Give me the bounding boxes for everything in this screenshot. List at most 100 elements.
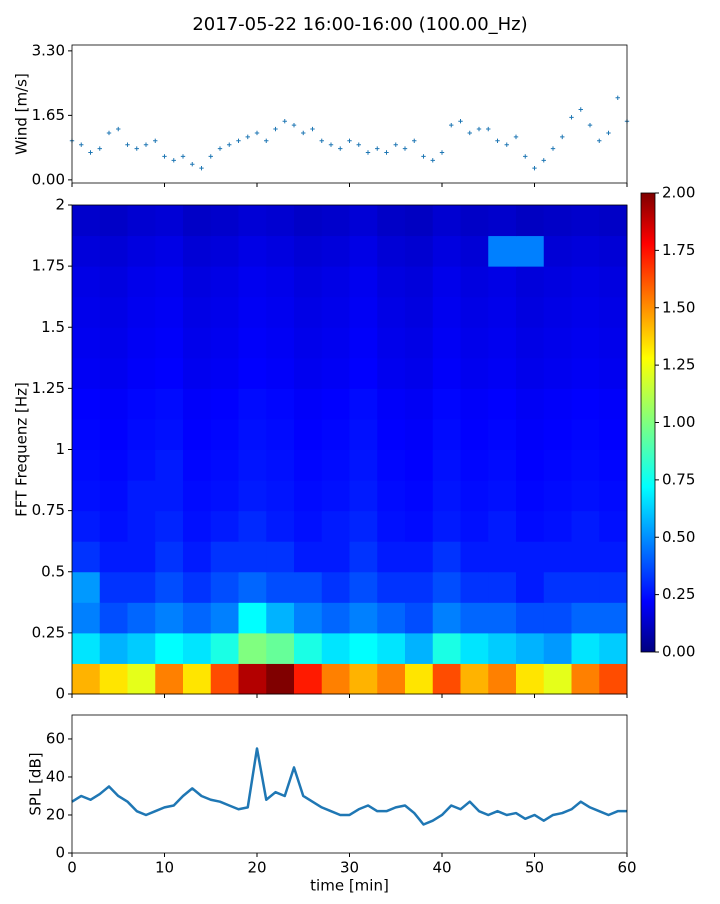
- spectrogram-cell: [488, 541, 517, 573]
- spectrogram-cell: [127, 541, 156, 573]
- spectrogram-cell: [99, 235, 128, 267]
- wind-point: [143, 142, 149, 147]
- wind-point: [310, 126, 315, 132]
- spectrogram-cell: [543, 266, 572, 298]
- spectrogram-cell: [294, 266, 323, 298]
- spectrogram-cell: [321, 449, 350, 481]
- spectrogram-cell: [210, 418, 239, 450]
- wind-point: [587, 122, 593, 128]
- spectrogram-cell: [349, 510, 378, 542]
- spectrogram-cell: [432, 357, 461, 389]
- spectrogram-cell: [155, 480, 184, 512]
- spectrogram-cell: [460, 327, 489, 359]
- spectrogram-cell: [321, 541, 350, 573]
- x-tick-label: 50: [525, 859, 544, 877]
- spectrogram-cell: [460, 510, 489, 542]
- spectrogram-cell: [488, 480, 517, 512]
- spectrogram-cell: [72, 571, 101, 603]
- spectrogram-cell: [543, 296, 572, 328]
- spectrogram-cell: [516, 480, 545, 512]
- spectrogram-cell: [488, 235, 517, 267]
- spectrogram-cell: [543, 235, 572, 267]
- y-tick-label: 1.25: [32, 379, 65, 397]
- spectrogram-cell: [405, 388, 434, 420]
- spectrogram-cell: [183, 663, 212, 695]
- y-tick-label: 1.5: [41, 318, 65, 336]
- y-axis-label: Wind [m/s]: [13, 73, 31, 155]
- spectrogram-cell: [266, 449, 295, 481]
- spectrogram-cell: [155, 510, 184, 542]
- spectrogram-cell: [543, 357, 572, 389]
- wind-point: [393, 142, 398, 147]
- spectrogram-cell: [543, 571, 572, 603]
- spectrogram-cell: [99, 571, 128, 603]
- spectrogram-cell: [488, 449, 517, 481]
- spectrogram-cell: [405, 418, 434, 450]
- spectrogram-cell: [155, 571, 184, 603]
- spectrogram-cell: [238, 541, 267, 573]
- spectrogram-cell: [516, 357, 545, 389]
- spectrogram-cell: [405, 632, 434, 664]
- spectrogram-cell: [349, 571, 378, 603]
- spectrogram-cell: [571, 541, 600, 573]
- spectrogram-cell: [405, 541, 434, 573]
- spectrogram-cell: [127, 510, 156, 542]
- spectrogram-cell: [516, 541, 545, 573]
- spectrogram-cell: [571, 480, 600, 512]
- wind-point: [217, 146, 223, 151]
- spectrogram-cell: [349, 327, 378, 359]
- spectrogram-cell: [238, 632, 267, 664]
- colorbar-tick-label: 2.00: [662, 184, 695, 202]
- spectrogram-cell: [99, 327, 128, 359]
- spectrogram-cell: [210, 480, 239, 512]
- spectrogram-cell: [321, 510, 350, 542]
- spectrogram-cell: [183, 602, 212, 634]
- wind-point: [134, 146, 139, 151]
- spectrogram-cell: [543, 632, 572, 664]
- spectrogram-cell: [155, 296, 184, 328]
- spectrogram-cell: [349, 541, 378, 573]
- spectrogram-cell: [127, 480, 156, 512]
- wind-point: [569, 115, 574, 120]
- spectrogram-cell: [405, 235, 434, 267]
- wind-point: [88, 150, 93, 155]
- spectrogram-cell: [183, 235, 212, 267]
- spectrogram-cell: [460, 266, 489, 298]
- spectrogram-cell: [599, 571, 628, 603]
- colorbar-tick-label: 0.75: [662, 470, 695, 488]
- spectrogram-cell: [127, 418, 156, 450]
- spectrogram-cell: [210, 235, 239, 267]
- spectrogram-cell: [294, 541, 323, 573]
- spectrogram-cell: [294, 205, 323, 237]
- spectrogram-cell: [460, 632, 489, 664]
- spectrogram-cell: [599, 266, 628, 298]
- wind-point: [467, 130, 472, 136]
- spectrogram-cell: [266, 296, 295, 328]
- spectrogram-cell: [377, 480, 406, 512]
- spectrogram-cell: [349, 296, 378, 328]
- spectrogram-cell: [516, 266, 545, 298]
- spectrogram-cell: [183, 541, 212, 573]
- spectrogram-cell: [516, 663, 545, 695]
- y-tick-label: 0.5: [41, 562, 65, 580]
- spectrogram-cell: [183, 266, 212, 298]
- colorbar-tick-label: 1.00: [662, 413, 695, 431]
- spectrogram-cell: [321, 480, 350, 512]
- spectrogram-cell: [294, 632, 323, 664]
- y-tick-label: 0.00: [32, 170, 65, 188]
- spectrogram-cell: [599, 480, 628, 512]
- wind-point: [319, 138, 324, 143]
- wind-point: [560, 134, 565, 140]
- spectrogram-cell: [99, 388, 128, 420]
- spectrogram-cell: [377, 632, 406, 664]
- spectrogram-cell: [488, 205, 517, 237]
- spectrogram-cell: [516, 327, 545, 359]
- spectrogram-cell: [405, 296, 434, 328]
- spectrogram-cell: [432, 205, 461, 237]
- colorbar-tick-label: 1.75: [662, 241, 695, 259]
- spectrogram-cell: [516, 388, 545, 420]
- spectrogram-cell: [294, 388, 323, 420]
- spectrogram-cell: [266, 418, 295, 450]
- spectrogram-cell: [99, 418, 128, 450]
- spectrogram-cell: [294, 663, 323, 695]
